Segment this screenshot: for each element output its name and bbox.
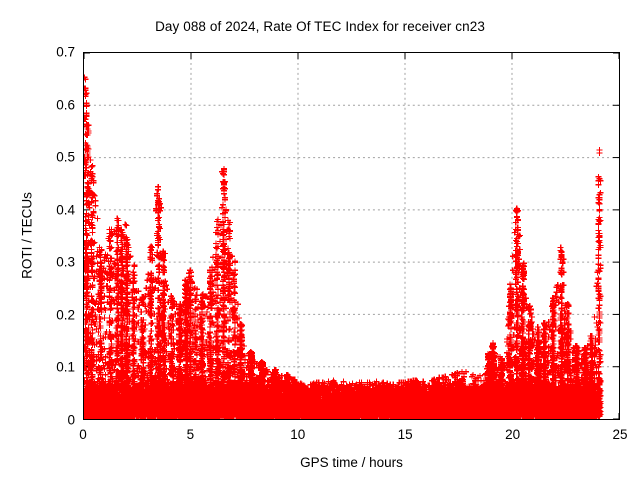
y-tick-label: 0.7 bbox=[56, 45, 75, 60]
x-axis-title: GPS time / hours bbox=[83, 455, 620, 470]
x-tick-label: 25 bbox=[612, 427, 627, 442]
y-axis-tick-labels: 0 0.1 0.2 0.3 0.4 0.5 0.6 0.7 bbox=[23, 52, 75, 420]
x-tick-label: 10 bbox=[290, 427, 305, 442]
x-tick-label: 0 bbox=[79, 427, 87, 442]
chart-title: Day 088 of 2024, Rate Of TEC Index for r… bbox=[0, 19, 640, 34]
plot-area bbox=[83, 52, 620, 420]
y-tick-label: 0.4 bbox=[56, 202, 75, 217]
x-tick-label: 20 bbox=[505, 427, 520, 442]
y-tick-label: 0.6 bbox=[56, 97, 75, 112]
y-tick-label: 0.3 bbox=[56, 255, 75, 270]
x-tick-label: 15 bbox=[398, 427, 413, 442]
y-tick-label: 0.1 bbox=[56, 360, 75, 375]
x-tick-label: 5 bbox=[187, 427, 195, 442]
y-tick-label: 0.5 bbox=[56, 150, 75, 165]
y-tick-label: 0 bbox=[67, 413, 75, 428]
x-axis-tick-labels: 0 5 10 15 20 25 bbox=[83, 427, 620, 447]
y-tick-label: 0.2 bbox=[56, 307, 75, 322]
marker-path bbox=[84, 74, 604, 419]
marker-group bbox=[84, 74, 604, 419]
scatter-series-roti bbox=[84, 53, 619, 419]
